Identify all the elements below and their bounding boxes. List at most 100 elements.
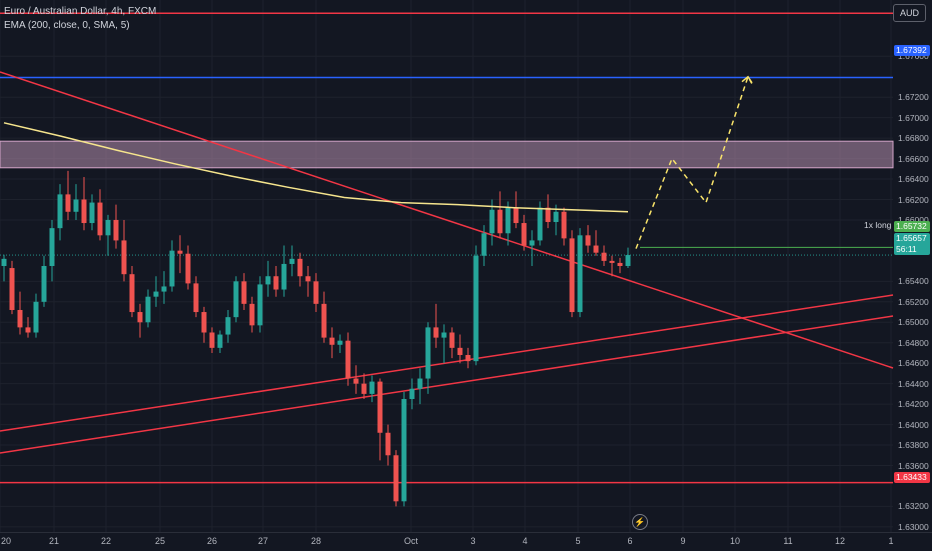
- time-axis[interactable]: 20 21 22 25 26 27 28 Oct 3 4 5 6 9 10 11 12 1: [0, 532, 932, 551]
- price-tick-label: 1.65200: [898, 296, 929, 307]
- grid: [0, 0, 893, 532]
- candle-body: [521, 223, 527, 246]
- candle-body: [585, 235, 591, 246]
- candle-body: [465, 355, 471, 362]
- candle-body: [33, 301, 39, 333]
- price-tick-label: 1.64200: [898, 399, 929, 410]
- candle-body: [129, 274, 135, 313]
- price-axis[interactable]: 1.67600 1.67200 1.67000 1.66800 1.66600 1.664…: [893, 0, 932, 532]
- candle-body: [417, 378, 423, 389]
- candle-body: [273, 276, 279, 290]
- indicator-title[interactable]: EMA (200, close, 0, SMA, 5): [4, 20, 130, 31]
- time-tick-label: 27: [257, 536, 269, 546]
- candle-body: [217, 334, 223, 348]
- candle-body: [17, 309, 23, 328]
- entry-price-badge: 1.65732: [894, 221, 930, 232]
- candle-body: [425, 327, 431, 379]
- candle-body: [609, 260, 615, 263]
- candle-body: [505, 207, 511, 234]
- candle-body: [161, 286, 167, 292]
- position-label[interactable]: 1x long: [864, 220, 892, 230]
- time-tick-label: 11: [783, 536, 793, 546]
- support-level-badge: 1.63433: [894, 472, 930, 483]
- candles: [1, 170, 631, 507]
- time-tick-label: 25: [154, 536, 166, 546]
- candle-body: [457, 347, 463, 356]
- candle-body: [409, 388, 415, 399]
- time-tick-label: 1: [888, 536, 894, 546]
- candle-body: [73, 199, 79, 212]
- candle-body: [9, 268, 15, 310]
- current-price-badge: 1.65657 56:11: [894, 233, 930, 255]
- candle-body: [81, 199, 87, 224]
- candle-body: [377, 381, 383, 433]
- lightning-icon[interactable]: ⚡: [632, 514, 648, 530]
- candle-body: [89, 202, 95, 224]
- candle-body: [185, 253, 191, 284]
- candle-body: [249, 303, 255, 326]
- descending-trendline: [0, 71, 894, 369]
- time-tick-label: 21: [48, 536, 60, 546]
- time-tick-label: 22: [100, 536, 112, 546]
- candle-body: [1, 258, 7, 266]
- ascending-trendline-upper: [0, 294, 894, 432]
- candle-body: [593, 245, 599, 253]
- price-tick-label: 1.65400: [898, 276, 929, 287]
- candle-body: [345, 340, 351, 379]
- candle-body: [201, 312, 207, 333]
- candle-body: [105, 219, 111, 236]
- candle-body: [113, 219, 119, 241]
- price-tick-label: 1.64600: [898, 358, 929, 369]
- time-tick-label: 5: [575, 536, 581, 546]
- horizontal-levels[interactable]: [0, 12, 893, 484]
- candle-body: [233, 281, 239, 318]
- candle-body: [441, 332, 447, 338]
- ema-line: [3, 122, 629, 213]
- candle-body: [121, 240, 127, 275]
- price-tick-label: 1.63200: [898, 501, 929, 512]
- time-tick-label: 20: [0, 536, 12, 546]
- price-tick-label: 1.64800: [898, 337, 929, 348]
- price-tick-label: 1.67600: [898, 51, 929, 62]
- candle-body: [385, 432, 391, 456]
- candle-body: [553, 211, 559, 223]
- price-tick-label: 1.67200: [898, 92, 929, 103]
- candle-body: [625, 255, 631, 266]
- price-tick-label: 1.63600: [898, 460, 929, 471]
- candle-body: [209, 332, 215, 348]
- candle-body: [513, 207, 519, 224]
- candle-body: [193, 283, 199, 313]
- time-tick-label: Oct: [403, 536, 419, 546]
- projection-arrowhead: [741, 75, 753, 84]
- candle-body: [305, 276, 311, 282]
- time-tick-label: 12: [834, 536, 846, 546]
- price-tick-label: 1.66200: [898, 194, 929, 205]
- projection-path[interactable]: [635, 74, 753, 249]
- candle-body: [97, 202, 103, 236]
- resistance-zone[interactable]: [0, 140, 894, 169]
- candle-body: [353, 378, 359, 384]
- candle-body: [177, 250, 183, 254]
- candle-body: [601, 252, 607, 261]
- candle-body: [337, 340, 343, 345]
- time-tick-label: 6: [627, 536, 633, 546]
- candle-body: [569, 238, 575, 313]
- price-tick-label: 1.67000: [898, 112, 929, 123]
- symbol-title[interactable]: Euro / Australian Dollar, 4h, FXCM: [4, 6, 157, 17]
- currency-button[interactable]: AUD: [893, 4, 926, 22]
- price-tick-label: 1.63800: [898, 440, 929, 451]
- price-tick-label: 1.66600: [898, 153, 929, 164]
- candle-body: [497, 209, 503, 234]
- trendlines[interactable]: [0, 71, 894, 454]
- candle-body: [481, 233, 487, 256]
- candle-body: [137, 312, 143, 323]
- time-tick-label: 4: [522, 536, 528, 546]
- time-tick-label: 10: [729, 536, 741, 546]
- candle-body: [545, 207, 551, 223]
- price-tick-label: 1.65000: [898, 317, 929, 328]
- candle-body: [289, 258, 295, 264]
- blue-level-badge: 1.67392: [894, 45, 930, 56]
- candle-body: [257, 284, 263, 326]
- candle-body: [529, 240, 535, 246]
